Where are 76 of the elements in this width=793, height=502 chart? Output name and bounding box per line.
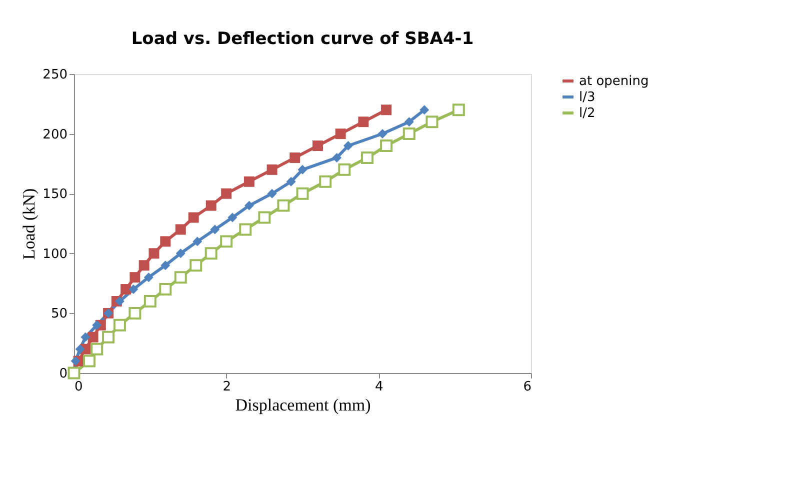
point [338, 163, 351, 176]
point [298, 164, 308, 174]
x-tick-label: 2 [222, 380, 231, 394]
point [244, 176, 254, 187]
point [80, 332, 90, 342]
point [267, 188, 277, 198]
point [286, 176, 296, 186]
point [144, 294, 156, 308]
point [70, 356, 80, 366]
point [75, 344, 85, 354]
point [130, 272, 140, 283]
point [128, 284, 138, 294]
point [90, 342, 104, 356]
y-tick-label: 150 [42, 187, 68, 202]
y-tick-label: 200 [42, 127, 68, 142]
point [420, 105, 430, 115]
point [378, 129, 388, 139]
point [296, 187, 309, 200]
point [206, 200, 216, 211]
point [239, 223, 252, 236]
point [192, 236, 202, 246]
point [88, 332, 98, 342]
point [258, 211, 271, 224]
legend-label: at opening [579, 74, 649, 89]
point [343, 141, 353, 151]
point [128, 306, 142, 320]
point [175, 224, 186, 235]
point [174, 271, 187, 284]
point [228, 212, 238, 222]
point [312, 140, 323, 152]
point [220, 235, 233, 248]
point [204, 247, 218, 260]
x-tick-label: 0 [74, 380, 83, 394]
point [332, 152, 342, 162]
point [404, 117, 414, 127]
point [82, 354, 96, 368]
point [160, 260, 170, 270]
point [159, 283, 172, 296]
point [277, 199, 290, 212]
point [148, 248, 160, 259]
point [188, 212, 199, 223]
y-tick-label: 50 [50, 306, 68, 322]
point [381, 104, 392, 116]
point [361, 151, 374, 164]
point [402, 128, 416, 140]
y-tick-label: 0 [59, 366, 68, 382]
chart-title: Load vs. Deflection curve of SBA4-1 [131, 29, 474, 49]
point [160, 236, 171, 247]
point [120, 284, 132, 295]
x-tick-label: 6 [523, 380, 532, 394]
point [358, 116, 369, 128]
point [426, 116, 438, 128]
y-tick-label: 100 [42, 246, 68, 262]
point [266, 164, 278, 175]
point [114, 296, 124, 306]
point [221, 188, 232, 199]
point [190, 259, 202, 272]
point [335, 128, 346, 140]
point [244, 200, 254, 210]
y-axis-title: Load (kN) [20, 188, 39, 260]
point [138, 260, 150, 271]
x-tick-label: 4 [375, 380, 384, 394]
point [176, 248, 186, 258]
point [290, 152, 300, 163]
point [92, 320, 102, 330]
point [102, 330, 115, 344]
legend-label: l/3 [579, 90, 596, 105]
point [452, 104, 465, 116]
point [319, 175, 332, 188]
point [144, 272, 154, 282]
legend-label: l/2 [579, 106, 596, 121]
x-axis-title: Displacement (mm) [235, 396, 371, 414]
point [380, 140, 393, 152]
point [113, 318, 126, 332]
point [210, 224, 220, 234]
y-tick-label: 250 [42, 68, 68, 82]
